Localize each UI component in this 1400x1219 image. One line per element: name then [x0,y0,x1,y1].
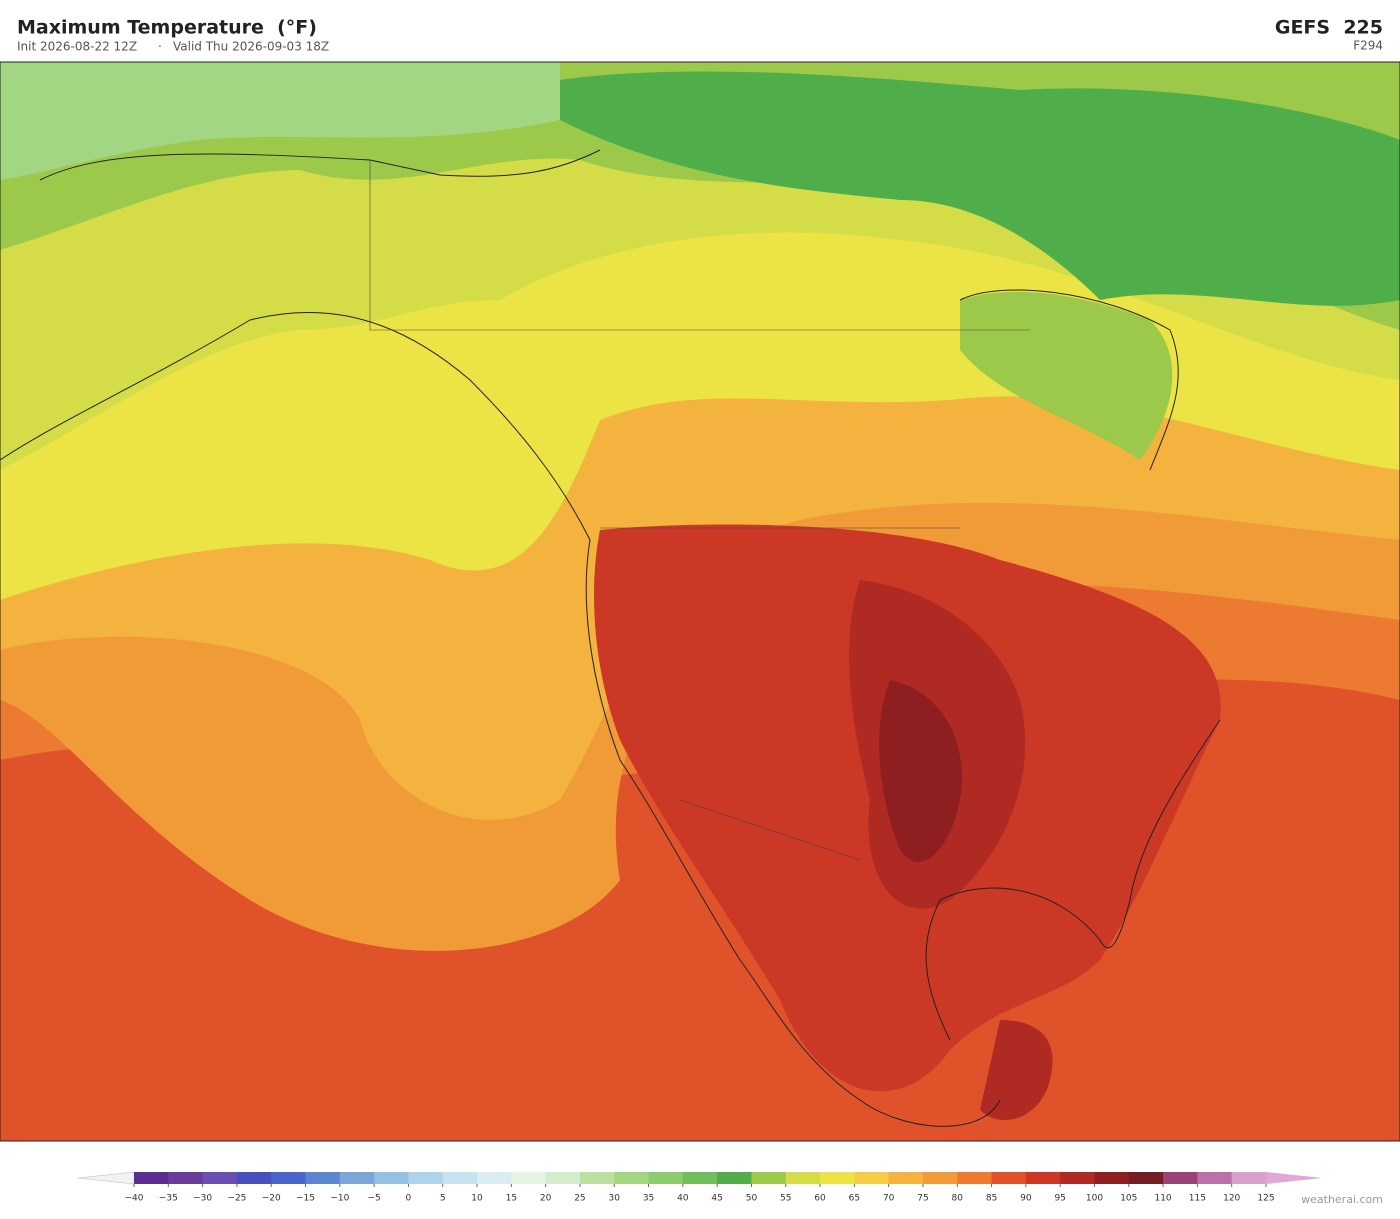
colorbar-segment [545,1172,581,1184]
colorbar-segment [820,1172,855,1184]
colorbar-label: 100 [1086,1194,1103,1204]
watermark: weatherai.com [1301,1193,1383,1206]
colorbar-segment [1025,1172,1061,1184]
borders [369,160,1030,861]
colorbar-label: 5 [440,1194,446,1204]
colorbar-label: 65 [849,1194,860,1204]
colorbar-label: 25 [574,1194,585,1204]
colorbar-segment [648,1172,684,1184]
colorbar-label: −25 [227,1194,246,1204]
init-time: Init 2026-08-22 12Z [17,40,137,54]
colorbar-label: −10 [330,1194,349,1204]
colorbar-segment [579,1172,615,1184]
colorbar-label: −5 [367,1194,380,1204]
colorbar-segment [1231,1172,1267,1184]
colorbar-label: 75 [917,1194,928,1204]
colorbar-label: 115 [1189,1194,1206,1204]
colorbar-segment [477,1172,512,1184]
colorbar-label: 50 [746,1194,758,1204]
temperature-field [980,1020,1053,1120]
colorbar-segment [614,1172,650,1184]
temperature-field [0,62,560,180]
colorbar-label: 95 [1054,1194,1065,1204]
colorbar-segment [168,1172,204,1184]
colorbar-segment [1128,1172,1164,1184]
model-name: GEFS 225 [1275,17,1383,39]
colorbar-label: 30 [609,1194,621,1204]
colorbar-label: 125 [1257,1194,1274,1204]
colorbar-segment [1197,1172,1233,1184]
colorbar-label: 20 [540,1194,552,1204]
colorbar-segment [854,1172,890,1184]
colorbar-segment [751,1172,787,1184]
colorbar-segment [785,1172,821,1184]
colorbar-label: −15 [296,1194,315,1204]
forecast-hour: F294 [1353,39,1383,53]
colorbar-label: 80 [952,1194,964,1204]
colorbar-label: 70 [883,1194,895,1204]
colorbar: −40 −35 −30 −25 −20 −15 −10 −5 0 5 10 15 20 25 30 35 40 4… [77,1171,1322,1204]
colorbar-segment [271,1172,307,1184]
colorbar-segment [1163,1172,1198,1184]
colorbar-segment [202,1172,238,1184]
colorbar-segment [1094,1172,1130,1184]
title: Maximum Temperature (°F) [17,17,317,39]
colorbar-label: 15 [506,1194,517,1204]
colorbar-segment [888,1172,924,1184]
colorbar-label: −40 [125,1194,144,1204]
colorbar-segment [236,1172,272,1184]
temperature-field [560,71,1400,306]
colorbar-label: 35 [643,1194,654,1204]
colorbar-label: −35 [159,1194,178,1204]
colorbar-label: 40 [677,1194,689,1204]
coastlines [0,61,1400,1142]
colorbar-label: 110 [1154,1194,1171,1204]
colorbar-segment [339,1172,375,1184]
colorbar-over [1266,1172,1322,1184]
temperature-field [960,291,1173,460]
colorbar-label: 0 [406,1194,412,1204]
colorbar-label: 105 [1120,1194,1137,1204]
colorbar-label: 85 [986,1194,997,1204]
colorbar-segment [134,1172,169,1184]
colorbar-segment [682,1172,718,1184]
colorbar-segment [408,1172,444,1184]
colorbar-segment [374,1172,409,1184]
colorbar-segment [442,1172,478,1184]
colorbar-label: 120 [1223,1194,1240,1204]
temperature-field [879,680,962,862]
colorbar-label: −20 [262,1194,281,1204]
colorbar-segment [305,1172,341,1184]
colorbar-label: 55 [780,1194,791,1204]
colorbar-segment [717,1172,752,1184]
colorbar-label: −30 [193,1194,212,1204]
colorbar-segment [957,1172,993,1184]
valid-time: Valid Thu 2026-09-03 18Z [173,40,329,54]
colorbar-label: 60 [814,1194,826,1204]
colorbar-segment [922,1172,958,1184]
colorbar-label: 45 [711,1194,722,1204]
map [0,61,1400,1142]
colorbar-segment [511,1172,547,1184]
colorbar-segment [1060,1172,1095,1184]
colorbar-label: 90 [1020,1194,1032,1204]
colorbar-label: 10 [471,1194,483,1204]
colorbar-segment [991,1172,1027,1184]
separator: · [158,40,162,54]
